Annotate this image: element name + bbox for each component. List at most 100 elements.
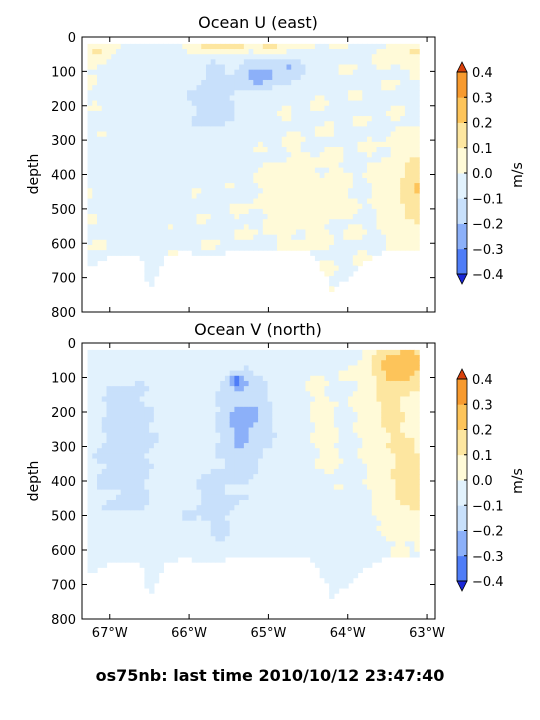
heatmap-cell — [130, 355, 136, 361]
heatmap-cell — [115, 437, 122, 444]
heatmap-cell — [295, 375, 302, 382]
heatmap-cell — [130, 401, 136, 408]
heatmap-cell — [101, 417, 108, 423]
heatmap-cell — [300, 437, 307, 444]
heatmap-cell — [253, 147, 259, 153]
heatmap-cell — [111, 541, 117, 548]
heatmap-cell — [92, 43, 98, 50]
heatmap-cell — [168, 515, 174, 522]
heatmap-cell — [367, 43, 373, 50]
heatmap-cell — [395, 141, 401, 148]
heatmap-cell — [163, 90, 169, 97]
heatmap-cell — [101, 244, 108, 251]
heatmap-cell — [376, 69, 382, 76]
heatmap-cell — [168, 105, 174, 112]
heatmap-cell — [125, 386, 131, 392]
heatmap-cell — [291, 198, 297, 205]
heatmap-cell — [376, 234, 382, 241]
heatmap-cell — [385, 208, 392, 215]
heatmap-cell — [400, 116, 406, 122]
heatmap-cell — [149, 541, 155, 548]
heatmap-cell — [362, 131, 368, 138]
heatmap-cell — [409, 59, 415, 66]
heatmap-cell — [196, 396, 202, 403]
heatmap-cell — [111, 427, 117, 434]
heatmap-cell — [234, 203, 240, 210]
heatmap-cell — [130, 116, 136, 122]
heatmap-cell — [115, 365, 122, 372]
heatmap-cell — [371, 43, 378, 50]
heatmap-cell — [182, 59, 188, 66]
heatmap-cell — [220, 505, 226, 511]
heatmap-cell — [324, 69, 330, 76]
heatmap-cell — [120, 520, 127, 527]
heatmap-cell — [172, 499, 179, 506]
heatmap-cell — [319, 152, 325, 158]
heatmap-cell — [205, 203, 212, 210]
heatmap-cell — [196, 401, 202, 408]
heatmap-cell — [243, 520, 250, 527]
heatmap-cell — [229, 49, 235, 55]
heatmap-cell — [239, 85, 245, 91]
heatmap-cell — [281, 43, 288, 50]
heatmap-cell — [201, 183, 207, 189]
heatmap-cell — [262, 136, 269, 143]
heatmap-cell — [395, 229, 401, 236]
heatmap-cell — [248, 193, 254, 200]
heatmap-cell — [329, 255, 335, 262]
heatmap-cell — [201, 499, 207, 506]
heatmap-cell — [272, 468, 278, 475]
heatmap-cell — [205, 370, 212, 377]
heatmap-cell — [404, 162, 411, 169]
heatmap-cell — [277, 412, 283, 418]
heatmap-cell — [158, 219, 164, 225]
heatmap-cell — [404, 244, 411, 251]
heatmap-cell — [125, 499, 131, 506]
heatmap-cell — [277, 229, 283, 236]
heatmap-cell — [205, 244, 212, 251]
heatmap-cell — [333, 152, 340, 158]
y-tick-label: 500 — [51, 203, 76, 218]
heatmap-cell — [224, 432, 231, 439]
heatmap-cell — [305, 370, 311, 377]
heatmap-cell — [187, 422, 193, 429]
heatmap-cell — [87, 260, 93, 267]
heatmap-cell — [229, 541, 235, 548]
heatmap-cell — [153, 531, 160, 537]
heatmap-cell — [329, 234, 335, 241]
heatmap-cell — [357, 69, 363, 76]
heatmap-cell — [253, 375, 259, 382]
heatmap-cell — [220, 214, 226, 220]
heatmap-cell — [281, 536, 288, 542]
heatmap-cell — [239, 208, 245, 215]
heatmap-cell — [182, 427, 188, 434]
heatmap-cell — [367, 54, 373, 60]
heatmap-cell — [362, 147, 368, 153]
heatmap-cell — [348, 203, 354, 210]
heatmap-cell — [277, 505, 283, 511]
heatmap-cell — [343, 234, 349, 241]
heatmap-cell — [101, 370, 108, 377]
heatmap-cell — [234, 422, 240, 429]
heatmap-cell — [149, 417, 155, 423]
heatmap-cell — [333, 90, 340, 97]
heatmap-cell — [243, 375, 250, 382]
heatmap-cell — [258, 90, 264, 97]
heatmap-cell — [390, 105, 397, 112]
heatmap-cell — [210, 234, 217, 241]
heatmap-cell — [106, 468, 112, 475]
heatmap-cell — [158, 365, 164, 372]
heatmap-cell — [277, 453, 283, 460]
heatmap-cell — [357, 131, 363, 138]
y-axis-label: depth — [26, 154, 42, 195]
heatmap-cell — [97, 370, 103, 377]
heatmap-cell — [352, 234, 359, 241]
heatmap-cell — [281, 244, 288, 251]
heatmap-cell — [362, 214, 368, 220]
heatmap-cell — [144, 562, 150, 568]
heatmap-cell — [258, 365, 264, 372]
heatmap-cell — [253, 360, 259, 367]
heatmap-cell — [371, 59, 378, 66]
heatmap-cell — [286, 386, 292, 392]
heatmap-cell — [144, 260, 150, 267]
